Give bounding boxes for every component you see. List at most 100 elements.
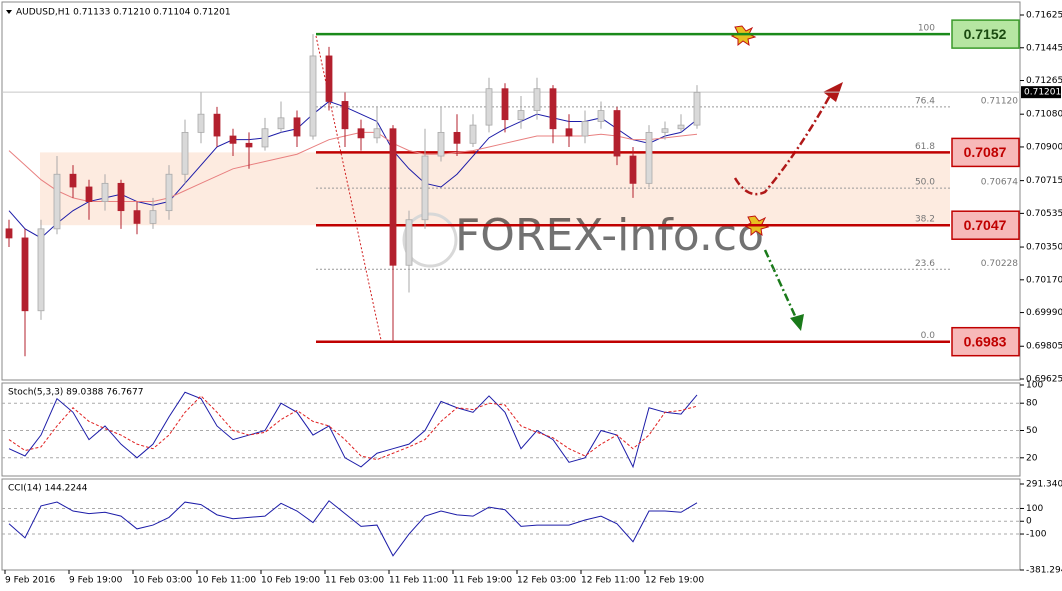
y-tick-label: 0.71625 xyxy=(1026,11,1062,21)
fib-level-label: 50.0 xyxy=(915,178,935,188)
x-tick-label: 10 Feb 11:00 xyxy=(197,576,256,586)
price-box xyxy=(951,19,1020,49)
x-tick-label: 12 Feb 19:00 xyxy=(645,576,704,586)
y-tick-label: 0.69805 xyxy=(1026,342,1062,352)
up-arrow xyxy=(733,91,834,196)
last-price-box xyxy=(1021,86,1061,99)
watermark-globe xyxy=(402,212,458,268)
candle-body xyxy=(197,113,205,133)
y-tick-label: 0.70350 xyxy=(1026,243,1062,253)
y-tick-label: 0.70900 xyxy=(1026,142,1062,152)
y-tick-label: 0.70715 xyxy=(1026,176,1062,186)
down-arrow xyxy=(763,249,798,319)
candle-body xyxy=(437,131,445,157)
candle-body xyxy=(21,237,29,312)
price-box-label: 0.7047 xyxy=(964,217,1007,233)
candle-body xyxy=(293,117,301,137)
x-tick-label: 10 Feb 03:00 xyxy=(133,576,192,586)
candle-body xyxy=(245,142,253,148)
fib-price-label: 0.70674 xyxy=(981,178,1018,188)
y-tick-label: 0.70535 xyxy=(1026,209,1062,219)
y-tick-label: 0.71445 xyxy=(1026,43,1062,53)
candle-body xyxy=(645,131,653,184)
candle-body xyxy=(229,135,237,144)
x-tick-label: 10 Feb 19:00 xyxy=(261,576,320,586)
fib-level-label: 100 xyxy=(918,24,935,34)
candle-body xyxy=(421,155,429,221)
y-tick-label: 20 xyxy=(1026,453,1038,463)
y-tick-label: 0.71080 xyxy=(1026,110,1062,120)
candle-body xyxy=(485,88,493,126)
candle-body xyxy=(533,88,541,111)
watermark: FOREX-info.co xyxy=(455,210,764,261)
stoch-panel xyxy=(1,382,1021,477)
candle-body xyxy=(453,131,461,144)
candle-body xyxy=(341,101,349,130)
candle-body xyxy=(661,128,669,133)
price-box-label: 0.7152 xyxy=(964,26,1007,42)
main-panel xyxy=(1,1,1021,381)
x-tick-label: 12 Feb 03:00 xyxy=(517,576,576,586)
candle-body xyxy=(149,210,157,224)
y-tick-label: 291.3409 xyxy=(1026,480,1062,490)
y-tick-label: 50 xyxy=(1026,426,1038,436)
candle-body xyxy=(517,110,525,121)
y-tick-label: 0.71265 xyxy=(1026,76,1062,86)
candle-body xyxy=(69,173,77,188)
candle-body xyxy=(501,88,509,121)
candle-body xyxy=(581,121,589,137)
menu-triangle xyxy=(6,10,12,14)
last-price-label: 0.71201 xyxy=(1024,88,1061,98)
fib-level-label: 0.0 xyxy=(921,331,936,341)
indicator-line xyxy=(8,500,698,557)
y-tick-label: 0.69990 xyxy=(1026,308,1062,318)
candle-body xyxy=(85,186,93,202)
candle-body xyxy=(277,117,285,130)
x-tick-label: 11 Feb 03:00 xyxy=(325,576,384,586)
y-tick-label: -100 xyxy=(1026,530,1047,540)
candle-body xyxy=(325,55,333,102)
fib-price-label: 0.70228 xyxy=(981,259,1018,269)
candle-body xyxy=(37,228,45,312)
fib-level-label: 38.2 xyxy=(915,215,935,225)
candle-body xyxy=(565,128,573,137)
x-tick-label: 11 Feb 19:00 xyxy=(453,576,512,586)
panel-frames xyxy=(1,1,1021,571)
candle-body xyxy=(549,88,557,130)
candle-body xyxy=(309,55,317,137)
candle-body xyxy=(357,128,365,139)
fib-price-label: 0.71120 xyxy=(981,96,1018,106)
y-tick-label: 0 xyxy=(1026,517,1032,527)
candle-body xyxy=(53,173,61,230)
candle-body xyxy=(469,124,477,144)
candle-body xyxy=(629,155,637,184)
fib-level-label: 23.6 xyxy=(915,259,935,269)
candle-body xyxy=(693,91,701,126)
candle-body xyxy=(373,128,381,139)
fib-level-label: 61.8 xyxy=(915,142,935,152)
candle-body xyxy=(101,182,109,202)
stoch-title: Stoch(5,3,3) 89.0388 76.7677 xyxy=(8,388,143,398)
price-box xyxy=(951,326,1020,357)
candle-body xyxy=(405,219,413,266)
y-tick-label: -381.2948 xyxy=(1026,566,1062,576)
y-tick-label: 0.70170 xyxy=(1026,275,1062,285)
price-box xyxy=(951,137,1020,168)
price-box-label: 0.7087 xyxy=(964,144,1007,160)
candle-body xyxy=(117,182,125,212)
candle-body xyxy=(677,124,685,130)
candle-body xyxy=(389,128,397,266)
y-tick-label: 100 xyxy=(1026,381,1043,391)
candle-body xyxy=(597,110,605,122)
y-tick-label: 0.69625 xyxy=(1026,375,1062,385)
candle-body xyxy=(165,173,173,212)
candle-body xyxy=(261,128,269,148)
range-band xyxy=(40,152,950,226)
x-tick-label: 9 Feb 2016 xyxy=(5,576,56,586)
y-tick-label: 80 xyxy=(1026,399,1038,409)
indicator-line xyxy=(8,395,698,461)
indicator-line xyxy=(8,391,698,469)
candle-body xyxy=(613,110,621,157)
